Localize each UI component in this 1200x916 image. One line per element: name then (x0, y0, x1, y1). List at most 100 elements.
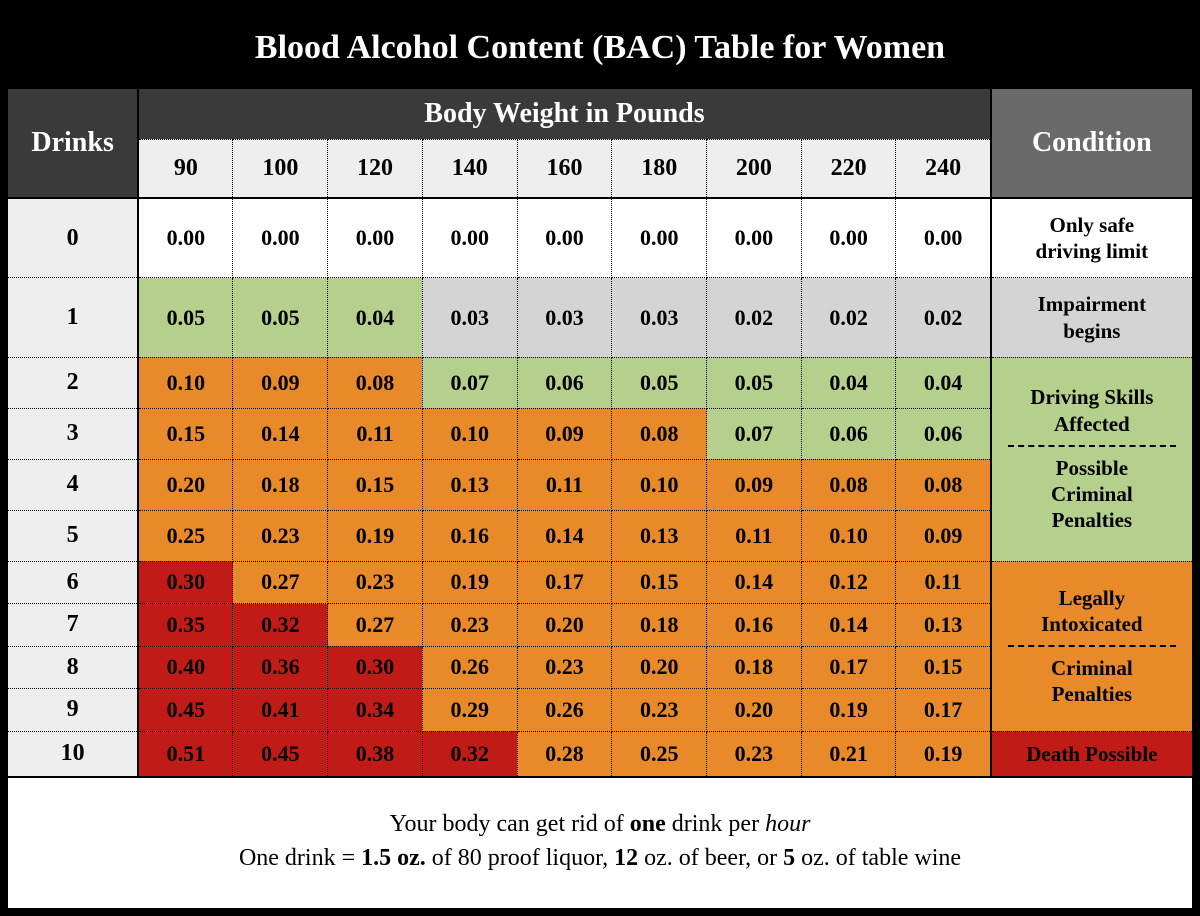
bac-value: 0.11 (328, 408, 423, 459)
title-row: Blood Alcohol Content (BAC) Table for Wo… (8, 8, 1192, 89)
bac-value: 0.04 (896, 357, 991, 408)
bac-value: 0.40 (138, 646, 233, 689)
header-weight: 140 (422, 139, 517, 198)
bac-value: 0.15 (896, 646, 991, 689)
bac-value: 0.04 (328, 278, 423, 357)
drinks-count: 6 (8, 561, 138, 604)
bac-value: 0.25 (612, 731, 707, 777)
header-row-1: Drinks Body Weight in Pounds Condition (8, 89, 1192, 139)
bac-value: 0.09 (517, 408, 612, 459)
table-row: 20.100.090.080.070.060.050.050.040.04Dri… (8, 357, 1192, 408)
bac-value: 0.17 (517, 561, 612, 604)
bac-value: 0.02 (707, 278, 802, 357)
header-weight: 200 (707, 139, 802, 198)
bac-value: 0.13 (896, 604, 991, 647)
bac-value: 0.23 (233, 510, 328, 561)
bac-value: 0.23 (422, 604, 517, 647)
bac-value: 0.23 (517, 646, 612, 689)
footnote-text: of 80 proof liquor, (426, 845, 614, 871)
bac-value: 0.07 (707, 408, 802, 459)
footnote-italic: hour (765, 811, 810, 837)
bac-value: 0.19 (328, 510, 423, 561)
bac-table-container: Blood Alcohol Content (BAC) Table for Wo… (0, 0, 1200, 916)
bac-value: 0.20 (707, 689, 802, 732)
bac-value: 0.20 (138, 459, 233, 510)
footnote-bold: 5 (783, 845, 795, 871)
condition-label: Impairmentbegins (991, 278, 1192, 357)
footnote-bold: 1.5 oz. (361, 845, 426, 871)
bac-value: 0.23 (612, 689, 707, 732)
bac-value: 0.08 (612, 408, 707, 459)
header-weight: 90 (138, 139, 233, 198)
footnote: Your body can get rid of one drink per h… (8, 777, 1192, 908)
bac-value: 0.23 (328, 561, 423, 604)
drinks-count: 7 (8, 604, 138, 647)
bac-value: 0.09 (896, 510, 991, 561)
drinks-count: 8 (8, 646, 138, 689)
header-weight: 240 (896, 139, 991, 198)
condition-label: Death Possible (991, 731, 1192, 777)
bac-value: 0.17 (801, 646, 896, 689)
bac-value: 0.30 (138, 561, 233, 604)
bac-value: 0.19 (422, 561, 517, 604)
bac-value: 0.05 (707, 357, 802, 408)
header-weight: 220 (801, 139, 896, 198)
drinks-count: 1 (8, 278, 138, 357)
bac-value: 0.00 (896, 198, 991, 278)
bac-value: 0.13 (422, 459, 517, 510)
bac-value: 0.00 (707, 198, 802, 278)
bac-value: 0.14 (517, 510, 612, 561)
bac-value: 0.00 (328, 198, 423, 278)
bac-value: 0.26 (422, 646, 517, 689)
header-bodyweight: Body Weight in Pounds (138, 89, 990, 139)
bac-value: 0.23 (707, 731, 802, 777)
bac-value: 0.13 (612, 510, 707, 561)
bac-value: 0.06 (896, 408, 991, 459)
bac-value: 0.08 (328, 357, 423, 408)
bac-value: 0.14 (801, 604, 896, 647)
bac-value: 0.06 (517, 357, 612, 408)
bac-value: 0.28 (517, 731, 612, 777)
bac-value: 0.11 (896, 561, 991, 604)
bac-value: 0.51 (138, 731, 233, 777)
bac-value: 0.00 (233, 198, 328, 278)
bac-value: 0.19 (801, 689, 896, 732)
bac-value: 0.00 (422, 198, 517, 278)
bac-value: 0.41 (233, 689, 328, 732)
bac-value: 0.02 (896, 278, 991, 357)
bac-value: 0.20 (612, 646, 707, 689)
bac-value: 0.14 (233, 408, 328, 459)
bac-value: 0.00 (138, 198, 233, 278)
bac-value: 0.45 (233, 731, 328, 777)
drinks-count: 4 (8, 459, 138, 510)
bac-value: 0.19 (896, 731, 991, 777)
bac-table: Blood Alcohol Content (BAC) Table for Wo… (8, 8, 1192, 908)
bac-value: 0.04 (801, 357, 896, 408)
bac-value: 0.07 (422, 357, 517, 408)
bac-value: 0.34 (328, 689, 423, 732)
header-weight: 100 (233, 139, 328, 198)
bac-value: 0.00 (517, 198, 612, 278)
footnote-text: One drink = (239, 845, 361, 871)
bac-value: 0.09 (233, 357, 328, 408)
bac-value: 0.06 (801, 408, 896, 459)
footnote-text: drink per (666, 811, 765, 837)
bac-value: 0.10 (612, 459, 707, 510)
bac-value: 0.15 (612, 561, 707, 604)
bac-value: 0.03 (422, 278, 517, 357)
table-row: 100.510.450.380.320.280.250.230.210.19De… (8, 731, 1192, 777)
table-row: 10.050.050.040.030.030.030.020.020.02Imp… (8, 278, 1192, 357)
bac-value: 0.18 (612, 604, 707, 647)
footnote-text: Your body can get rid of (390, 811, 630, 837)
bac-value: 0.03 (612, 278, 707, 357)
drinks-count: 2 (8, 357, 138, 408)
condition-label: LegallyIntoxicatedCriminalPenalties (991, 561, 1192, 731)
footnote-bold: one (630, 811, 666, 837)
header-drinks: Drinks (8, 89, 138, 198)
bac-value: 0.16 (707, 604, 802, 647)
bac-value: 0.03 (517, 278, 612, 357)
bac-value: 0.26 (517, 689, 612, 732)
bac-value: 0.16 (422, 510, 517, 561)
bac-value: 0.21 (801, 731, 896, 777)
footnote-text: oz. of beer, or (638, 845, 783, 871)
